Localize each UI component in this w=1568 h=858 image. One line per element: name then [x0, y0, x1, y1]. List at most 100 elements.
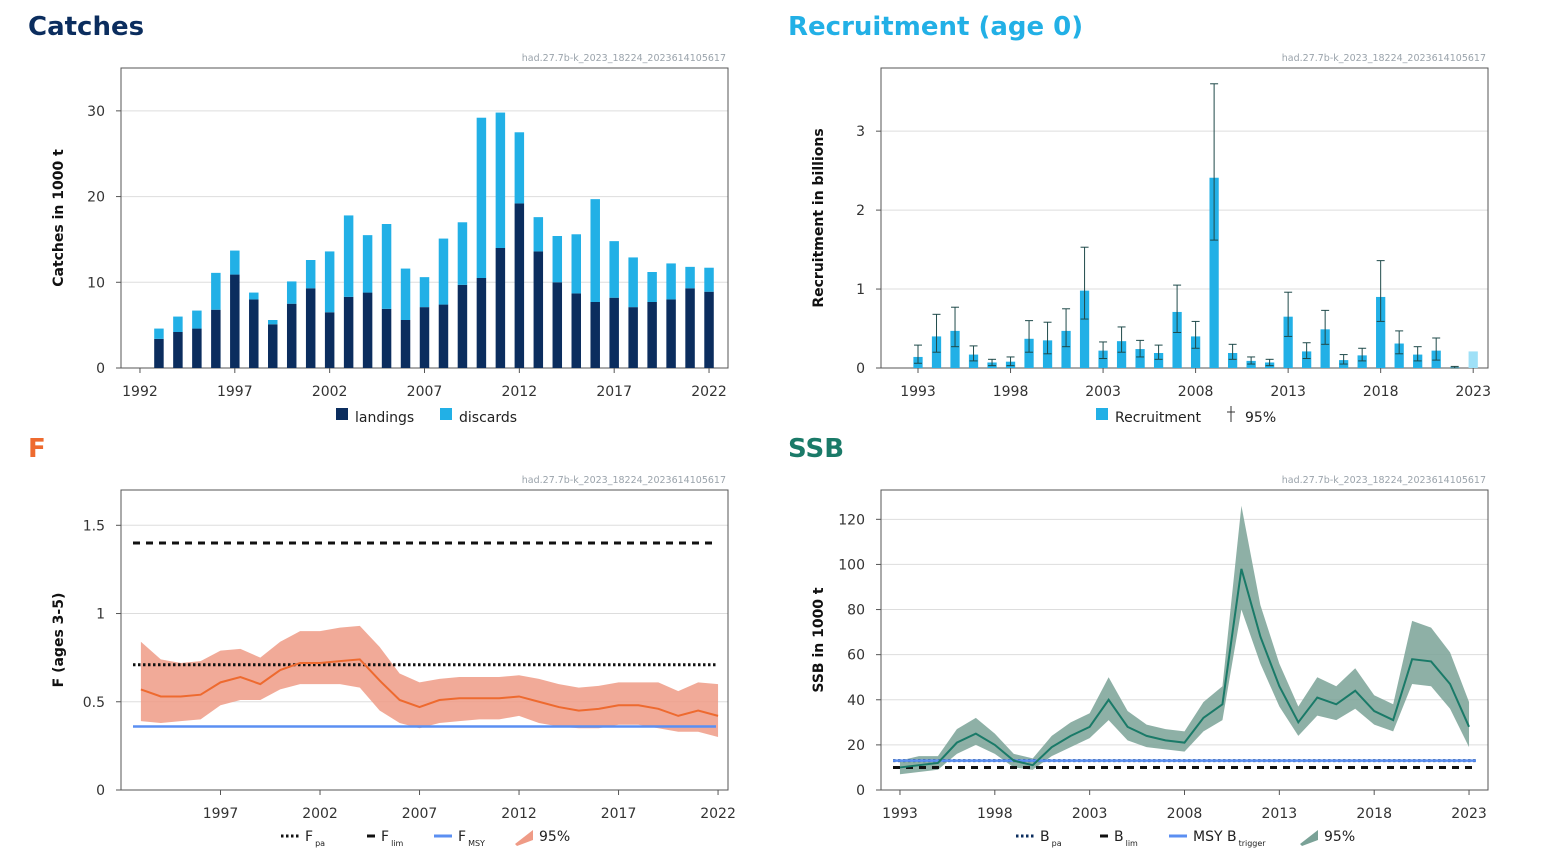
discards-bar: [154, 328, 164, 339]
stamp-text: had.27.7b-k_2023_18224_2023614105617: [522, 53, 726, 64]
recruitment-bar: [1079, 290, 1090, 368]
landings-bar: [609, 297, 619, 368]
landings-bar: [628, 307, 638, 368]
y-tick-label: 1.5: [83, 518, 105, 534]
f-panel: F had.27.7b-k_2023_18224_2023614105617 0 0…: [0, 422, 784, 851]
catches-title: Catches: [28, 12, 145, 42]
legend-label-main: F: [305, 829, 313, 845]
legend-label-main: F: [458, 829, 466, 845]
y-tick-label: 0: [96, 783, 105, 799]
recruitment-bar: [1135, 349, 1145, 368]
landings-bar: [249, 299, 259, 368]
legend: Recruitment 95%: [1096, 406, 1276, 426]
error-bar: [951, 306, 960, 348]
x-tick-label: 2022: [691, 384, 727, 400]
y-axis-label: Catches in 1000 t: [51, 149, 67, 287]
landings-bar: [590, 302, 600, 368]
recruitment-bar: [1153, 353, 1164, 368]
landings-bar: [419, 307, 430, 368]
error-bar: [1117, 326, 1126, 353]
recruitment-bar: [1302, 351, 1312, 368]
legend-symbol: [515, 830, 533, 846]
ci-legend-symbol: [1227, 406, 1235, 422]
discards-bar: [286, 281, 297, 304]
legend-label-subscript: pa: [315, 839, 325, 848]
discards-bar: [324, 251, 335, 313]
x-tick-label: 1992: [122, 384, 158, 400]
discards-bar: [268, 320, 278, 325]
landings-bar: [533, 251, 544, 368]
x-tick-label: 2008: [1178, 384, 1214, 400]
y-axis-label: F (ages 3-5): [51, 593, 67, 688]
y-axis-label: SSB in 1000 t: [811, 587, 827, 693]
y-tick-label: 0: [856, 361, 865, 377]
discards-bar: [571, 234, 581, 294]
discards-bar: [609, 241, 619, 298]
landings-bar: [268, 324, 278, 368]
discards-bar: [628, 257, 638, 308]
legend-label: F MSY: [458, 829, 485, 848]
confidence-band: [899, 505, 1470, 775]
recruitment-bars: [913, 83, 1478, 369]
landings-bar: [685, 288, 695, 368]
legend-label-main: 95%: [539, 829, 570, 845]
recruitment-bar: [1061, 330, 1071, 368]
recruitment-bar: [1172, 311, 1182, 368]
x-tick-label: 2007: [407, 384, 443, 400]
discards-bar: [249, 292, 259, 300]
recruitment-bar: [1227, 353, 1238, 368]
catches-panel: Catches had.27.7b-k_2023_18224_202361410…: [0, 0, 784, 429]
discards-bar: [362, 235, 373, 293]
error-bar: [1062, 308, 1071, 348]
error-bar: [1043, 321, 1052, 355]
landings-bar: [438, 304, 449, 368]
catch-bars: [154, 112, 714, 368]
error-bar: [1099, 341, 1108, 360]
x-tick-label: 2013: [1270, 384, 1306, 400]
landings-bar: [400, 320, 411, 368]
y-tick-label: 0: [856, 783, 865, 799]
x-tick-label: 2017: [596, 384, 632, 400]
recruitment-bar: [1116, 341, 1127, 368]
recruitment-chart: had.27.7b-k_2023_18224_2023614105617 0 1 2 3…: [811, 53, 1491, 426]
y-tick-label: 30: [87, 104, 105, 120]
landings-bar: [457, 284, 468, 368]
landings-bar: [476, 278, 487, 368]
discards-bar: [495, 112, 506, 248]
landings-bar: [514, 203, 525, 368]
error-bar: [1080, 246, 1089, 320]
x-tick-label: 2008: [1167, 806, 1203, 822]
discards-bar: [419, 277, 430, 308]
x-tick-label: 2017: [601, 806, 637, 822]
y-tick-label: 40: [847, 693, 865, 709]
discards-bar: [400, 268, 411, 320]
discards-bar: [457, 222, 468, 285]
x-tick-label: 2002: [302, 806, 338, 822]
estimate-line: [899, 568, 1470, 769]
landings-legend-swatch: [336, 408, 348, 420]
plot-frame: [880, 67, 1489, 369]
legend-label-subscript: trigger: [1239, 839, 1267, 848]
error-bar: [1154, 344, 1163, 360]
y-tick-label: 0: [96, 361, 105, 377]
legend-label: 95%: [1324, 829, 1355, 845]
recruitment-legend-label: Recruitment: [1115, 410, 1202, 426]
error-bar: [1413, 346, 1422, 362]
landings-bar: [230, 274, 240, 368]
discards-bar: [476, 117, 487, 278]
ssb-panel: SSB had.27.7b-k_2023_18224_2023614105617…: [760, 422, 1544, 851]
discards-bar: [381, 224, 392, 309]
error-bar: [969, 345, 978, 362]
legend-label-main: F: [381, 829, 389, 845]
error-bar: [932, 313, 941, 353]
legend: landings discards: [336, 408, 517, 426]
error-bar: [1395, 330, 1404, 355]
x-tick-label: 2003: [1072, 806, 1108, 822]
landings-bar: [495, 248, 506, 368]
recruitment-bar: [1024, 338, 1034, 368]
